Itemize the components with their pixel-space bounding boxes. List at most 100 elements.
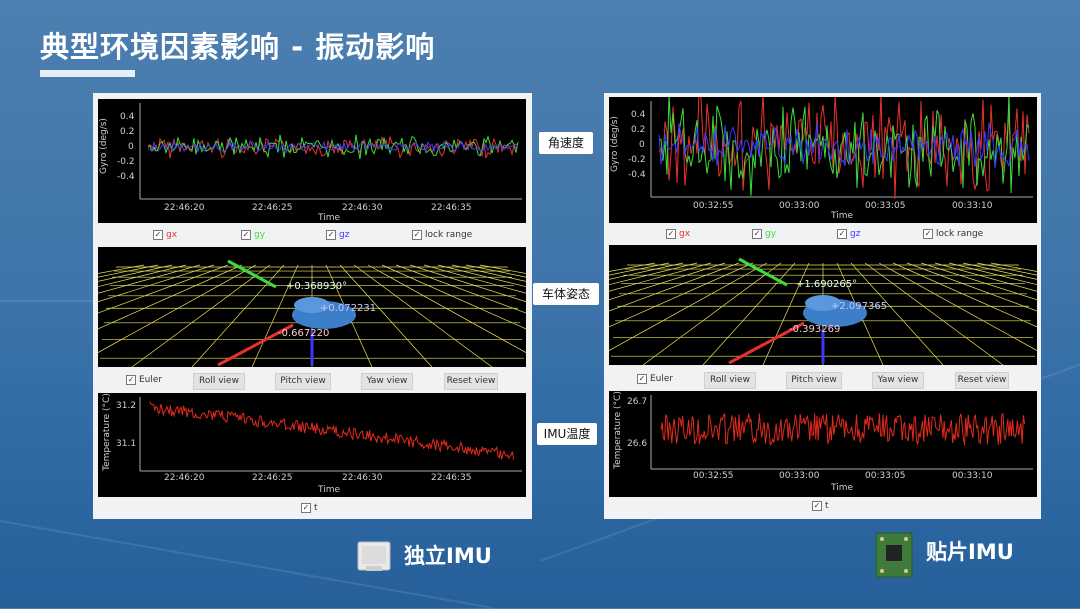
left-gyro-xtick: 22:46:30 <box>342 203 383 213</box>
left-temp-ytick: 31.2 <box>116 401 137 411</box>
side-label-angular-rate: 角速度 <box>539 132 593 154</box>
left-gyro-ytick: 0.2 <box>120 127 135 137</box>
right-gyro-xtick: 00:32:55 <box>693 201 734 211</box>
left-gx-toggle[interactable]: ✓ gx <box>153 230 177 240</box>
checkbox[interactable]: ✓ <box>923 229 933 239</box>
euler-label: Euler <box>650 374 674 384</box>
right-temp-xtick: 00:32:55 <box>693 471 734 481</box>
left-euler-toggle[interactable]: ✓ Euler <box>126 375 162 385</box>
grid-line <box>878 262 1037 351</box>
right-t-toggle[interactable]: ✓ t <box>812 501 829 511</box>
gz-label: gz <box>850 229 861 239</box>
right-gx-toggle[interactable]: ✓ gx <box>666 229 690 239</box>
grid-line <box>98 264 243 330</box>
background-road-line <box>0 300 95 302</box>
checkbox[interactable]: ✓ <box>412 230 422 240</box>
right-attitude-grid <box>609 257 1037 365</box>
gx-trace <box>658 97 1030 199</box>
grid-line <box>353 264 493 367</box>
grid-line <box>850 262 944 365</box>
checkbox[interactable]: ✓ <box>301 503 311 513</box>
right-attitude-view[interactable]: +1.690265° +2.097365 -0.393269 <box>609 245 1037 365</box>
right-gy-toggle[interactable]: ✓ gy <box>752 229 776 239</box>
checkbox[interactable]: ✓ <box>241 230 251 240</box>
right-gyro-xtick: 00:33:05 <box>865 201 906 211</box>
right-gyro-ytick: -0.4 <box>628 170 646 180</box>
grid-line <box>864 262 1004 365</box>
right-gyro-axes <box>650 97 1033 199</box>
right-pitch-angle: +2.097365 <box>831 301 888 312</box>
grid-line <box>642 262 782 365</box>
grid-line <box>948 262 1037 286</box>
x-axis-line <box>217 323 294 367</box>
car-cabin <box>294 297 330 313</box>
grid-line <box>934 262 1037 292</box>
checkbox[interactable]: ✓ <box>752 229 762 239</box>
left-gz-toggle[interactable]: ✓ gz <box>326 230 349 240</box>
gz-trace <box>147 138 519 154</box>
left-lock-range-toggle[interactable]: ✓ lock range <box>412 230 472 240</box>
grid-line <box>609 262 656 272</box>
left-yaw-angle: -0.667220 <box>278 328 330 339</box>
right-gyro-ylabel: Gyro (deg/s) <box>609 116 620 172</box>
y-axis-line <box>738 257 788 287</box>
left-yaw-view-button[interactable]: Yaw view <box>361 373 413 390</box>
checkbox[interactable]: ✓ <box>153 230 163 240</box>
right-pitch-view-button[interactable]: Pitch view <box>786 372 842 389</box>
right-gyro-xtick: 00:33:00 <box>779 201 820 211</box>
grid-line <box>906 262 1037 312</box>
right-gyro-ytick: -0.2 <box>628 155 646 165</box>
checkbox[interactable]: ✓ <box>812 501 822 511</box>
right-euler-toggle[interactable]: ✓ Euler <box>637 374 673 384</box>
grid-line <box>367 264 526 353</box>
right-yaw-view-button[interactable]: Yaw view <box>872 372 924 389</box>
grid-line <box>609 262 726 301</box>
left-gyro-axes <box>139 103 522 200</box>
left-temp-xtick: 22:46:35 <box>431 473 472 483</box>
grid-line <box>98 264 201 294</box>
grid-line <box>609 262 670 276</box>
grid-line <box>98 264 187 288</box>
grid-line <box>423 264 526 294</box>
checkbox[interactable]: ✓ <box>837 229 847 239</box>
left-gyro-ytick: -0.4 <box>117 172 135 182</box>
left-t-toggle[interactable]: ✓ t <box>301 503 318 513</box>
left-gy-toggle[interactable]: ✓ gy <box>241 230 265 240</box>
y-axis-line <box>227 259 277 289</box>
left-imu-panel: Gyro (deg/s) 0.4 0.2 0 -0.2 -0.4 22:46:2… <box>93 93 532 519</box>
grid-line <box>609 262 768 351</box>
grid-line <box>990 262 1037 272</box>
checkbox[interactable]: ✓ <box>666 229 676 239</box>
checkbox[interactable]: ✓ <box>126 375 136 385</box>
left-reset-view-button[interactable]: Reset view <box>444 373 498 390</box>
gy-trace <box>658 97 1030 196</box>
left-gyro-xtick: 22:46:25 <box>252 203 293 213</box>
grid-line <box>609 262 740 312</box>
left-roll-view-button[interactable]: Roll view <box>193 373 245 390</box>
right-imu-panel: Gyro (deg/s) 0.4 0.2 0 -0.2 -0.4 00:32:5… <box>604 93 1041 519</box>
checkbox[interactable]: ✓ <box>637 374 647 384</box>
left-temp-ylabel: Temperature (°C) <box>101 393 112 471</box>
right-lock-range-toggle[interactable]: ✓ lock range <box>923 229 983 239</box>
right-temp-ytick: 26.6 <box>627 439 648 449</box>
gx-label: gx <box>679 229 691 239</box>
grid-line <box>437 264 526 288</box>
grid-line <box>920 262 1037 301</box>
grid-line <box>465 264 526 278</box>
checkbox[interactable]: ✓ <box>326 230 336 240</box>
grid-line <box>98 264 173 282</box>
right-temp-xtick: 00:33:10 <box>952 471 993 481</box>
right-gyro-ytick: 0.2 <box>631 125 646 135</box>
left-pitch-view-button[interactable]: Pitch view <box>275 373 331 390</box>
right-gz-toggle[interactable]: ✓ gz <box>837 229 860 239</box>
euler-label: Euler <box>139 375 163 385</box>
standalone-imu-caption: 独立IMU <box>404 544 492 568</box>
right-temp-plot: Temperature (°C) 26.7 26.6 00:32:55 00:3… <box>609 391 1037 497</box>
right-gyro-ytick: 0.4 <box>631 110 646 120</box>
lock-range-label: lock range <box>425 230 473 240</box>
right-roll-view-button[interactable]: Roll view <box>704 372 756 389</box>
grid-line <box>609 262 684 280</box>
right-reset-view-button[interactable]: Reset view <box>955 372 1009 389</box>
left-attitude-view[interactable]: +0.368930° +0.072231 -0.667220 <box>98 247 526 367</box>
right-gyro-plot: Gyro (deg/s) 0.4 0.2 0 -0.2 -0.4 00:32:5… <box>609 97 1037 223</box>
